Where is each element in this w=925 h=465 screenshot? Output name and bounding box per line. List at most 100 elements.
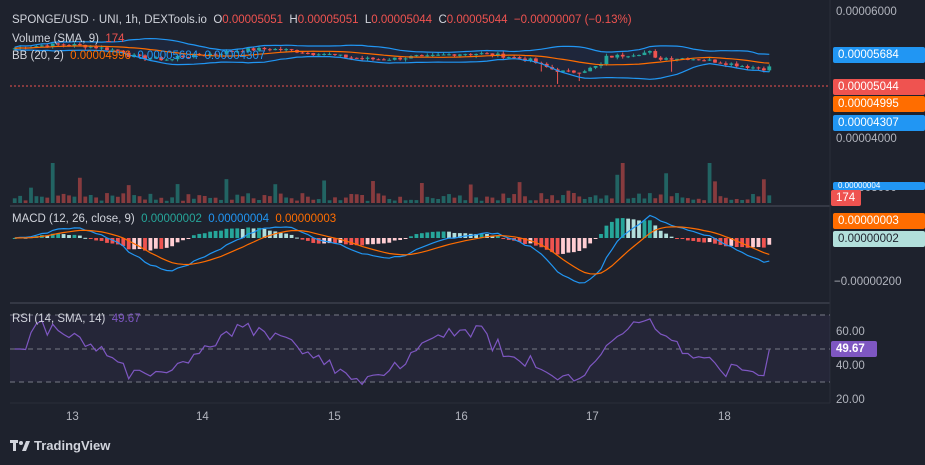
candle-body	[664, 58, 669, 60]
macd-hist-bar	[83, 237, 88, 239]
candle-body	[577, 72, 582, 74]
candle-body	[637, 55, 641, 57]
volume-bar	[267, 196, 272, 203]
volume-bar	[512, 194, 517, 203]
volume-bar	[653, 198, 658, 203]
macd-value: 0.00000004	[208, 213, 270, 225]
candle-body	[734, 63, 739, 67]
volume-bar	[582, 198, 587, 203]
macd-hist-bar	[745, 238, 750, 248]
macd-hist-bar	[137, 238, 142, 250]
candle-body	[94, 46, 99, 49]
candle-body	[56, 43, 61, 45]
volume-bar	[365, 200, 370, 203]
volume-bar	[143, 199, 147, 203]
volume-bar	[121, 193, 126, 203]
candle-body	[571, 70, 576, 73]
candle-body	[121, 50, 126, 53]
macd-hist-bar	[593, 238, 598, 239]
candle-body	[512, 57, 517, 59]
candle-body	[333, 53, 337, 55]
candle-body	[761, 68, 766, 71]
macd-hist-bar	[409, 236, 413, 238]
macd-hist-bar	[327, 238, 332, 244]
candle-body	[99, 47, 104, 49]
volume-bar	[740, 200, 745, 203]
volume-bar	[316, 199, 321, 203]
macd-hist-bar	[354, 238, 359, 246]
macd-hist-bar	[153, 238, 158, 249]
candle-body	[12, 48, 17, 50]
macd-hist-bar	[284, 233, 289, 238]
macd-hist-bar	[723, 238, 728, 247]
candle-body	[642, 52, 647, 56]
volume-bar	[354, 194, 359, 203]
candle-body	[349, 57, 354, 59]
macd-hist-bar	[262, 228, 267, 238]
rsi-legend-value: 49.67	[111, 313, 141, 325]
candle-body	[246, 48, 251, 52]
candle-body	[425, 55, 430, 57]
macd-hist-bar	[604, 225, 609, 238]
macd-hist-bar	[191, 235, 196, 238]
volume-bar	[588, 197, 593, 203]
price-tick-6: 0.00006000	[836, 6, 897, 18]
time-label-14: 14	[196, 411, 209, 423]
bollinger-lower-line	[14, 49, 770, 80]
macd-hist-bar	[501, 238, 506, 239]
macd-hist-bar	[72, 234, 77, 238]
volume-bar	[153, 199, 158, 203]
candle-body	[675, 58, 679, 60]
macd-hist-bar	[143, 238, 147, 251]
volume-bar	[751, 194, 755, 203]
volume-bar	[756, 196, 761, 203]
volume-bar	[99, 200, 104, 203]
candle-body	[365, 57, 370, 59]
macd-hist-bar	[381, 238, 386, 244]
volume-bar	[387, 199, 392, 203]
candle-body	[186, 57, 191, 59]
macd-signal-line	[14, 226, 770, 275]
volume-bar	[333, 197, 337, 203]
volume-bar	[240, 196, 245, 203]
macd-hist-bar	[664, 233, 669, 238]
rsi-tick-60: 60.00	[836, 326, 865, 338]
open-value: 0.00005051	[222, 14, 284, 26]
candle-body	[669, 58, 674, 60]
candle-body	[653, 51, 658, 58]
macd-hist-bar	[333, 238, 337, 244]
volume-bar	[29, 187, 33, 203]
candle-body	[609, 55, 614, 58]
volume-bar	[322, 180, 327, 203]
candle-body	[371, 57, 375, 60]
volume-bar	[213, 197, 218, 203]
macd-hist-bar	[425, 232, 430, 238]
candle-body	[381, 59, 386, 61]
candle-body	[457, 54, 462, 56]
volume-bar	[148, 193, 153, 203]
macd-histogram	[12, 218, 772, 255]
symbol-title[interactable]: SPONGE/USD · UNI, 1h, DEXTools.io	[12, 14, 207, 26]
macd-hist-bar	[637, 220, 641, 238]
volume-legend[interactable]: Volume (SMA, 9) 174	[12, 33, 125, 45]
volume-bar	[202, 195, 207, 203]
tradingview-brand[interactable]: TradingView	[10, 438, 110, 453]
macd-legend[interactable]: MACD (12, 26, close, 9) 0.00000002 0.000…	[12, 213, 337, 225]
volume-bar	[88, 194, 93, 203]
volume-bar	[18, 195, 23, 203]
volume-bar	[311, 199, 316, 203]
macd-hist-bar	[278, 232, 283, 238]
candle-body	[354, 57, 359, 59]
candle-body	[61, 44, 66, 46]
macd-hist-bar	[387, 238, 392, 243]
volume-bar	[45, 197, 50, 203]
volume-bar	[702, 200, 707, 203]
rsi-legend[interactable]: RSI (14, SMA, 14) 49.67	[12, 313, 141, 325]
macd-hist-bar	[94, 238, 99, 241]
close-value: 0.00005044	[446, 14, 508, 26]
bb-legend[interactable]: BB (20, 2) 0.00004996 0.00005684 0.00004…	[12, 50, 266, 62]
macd-hist-bar	[305, 238, 310, 241]
high-value: 0.00005051	[297, 14, 359, 26]
macd-hist-bar	[582, 238, 587, 249]
